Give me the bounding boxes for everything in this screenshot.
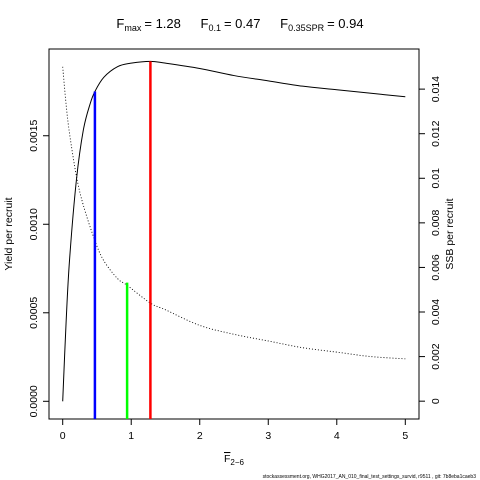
y-right-axis: 0 0.002 0.004 0.006 0.008 0.01 0.012 0.014	[419, 76, 442, 404]
ssb-per-recruit-line	[62, 66, 406, 360]
x-axis-label-sub: 2−6	[230, 458, 244, 467]
reference-lines	[93, 61, 152, 419]
series-layer	[62, 60, 406, 402]
y-right-tick-label: 0.008	[430, 210, 442, 236]
fmax-sub: max	[124, 23, 142, 33]
y-right-tick-label: 0.01	[430, 168, 442, 189]
y-left-tick-label: 0.0015	[28, 120, 40, 152]
y-right-tick-label: 0.004	[430, 299, 442, 325]
y-left-axis: 0.0000 0.0005 0.0010 0.0015	[28, 120, 49, 417]
x-axis-label: F2−6	[224, 453, 245, 467]
y-right-tick-label: 0.006	[430, 254, 442, 280]
f01-label: F	[201, 16, 209, 31]
y-left-tick-label: 0.0005	[28, 297, 40, 329]
x-tick-label: 5	[402, 430, 408, 442]
plot-frame	[48, 48, 420, 420]
x-tick-label: 2	[197, 430, 203, 442]
y-left-tick-label: 0.0000	[28, 385, 40, 417]
fspr-label: F	[280, 16, 288, 31]
x-tick-label: 4	[334, 430, 340, 442]
footer-text: stockassessment.org, WHG2017_AN_010_fina…	[263, 474, 477, 480]
yield-per-recruit-line	[62, 60, 406, 402]
y-left-tick-label: 0.0010	[28, 208, 40, 240]
f01-sub: 0.1	[208, 23, 221, 33]
x-tick-label: 0	[60, 430, 66, 442]
f01-value: = 0.47	[224, 16, 261, 31]
y-left-axis-label: Yield per recruit	[3, 197, 15, 270]
y-right-tick-label: 0.014	[430, 76, 442, 102]
y-right-tick-label: 0.012	[430, 120, 442, 146]
fspr-sub: 0.35SPR	[288, 23, 325, 33]
x-tick-label: 3	[265, 430, 271, 442]
x-axis-label-base: F	[224, 453, 230, 465]
x-axis: 0 1 2 3 4 5	[60, 418, 408, 442]
fmax-label: F	[116, 16, 124, 31]
fspr-value: = 0.94	[327, 16, 364, 31]
x-tick-label: 1	[128, 430, 134, 442]
y-right-axis-label: SSB per recruit	[444, 198, 456, 269]
chart-title: Fmax = 1.28 F0.1 = 0.47 F0.35SPR = 0.94	[116, 16, 363, 33]
y-right-tick-label: 0.002	[430, 343, 442, 369]
fmax-value: = 1.28	[144, 16, 181, 31]
y-right-tick-label: 0	[430, 398, 442, 404]
